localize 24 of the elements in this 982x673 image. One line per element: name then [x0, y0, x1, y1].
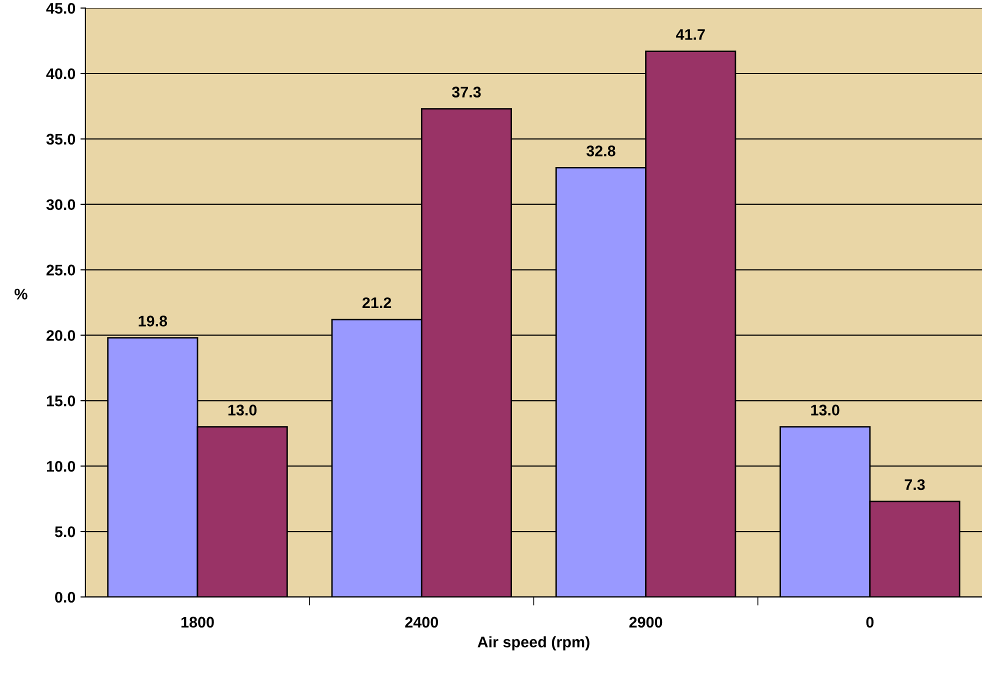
y-tick-label: 10.0 — [46, 460, 76, 472]
data-label: 13.0 — [811, 404, 840, 416]
data-label: 32.8 — [586, 146, 616, 156]
y-tick-label: 35.0 — [46, 134, 76, 145]
data-label: 13.0 — [228, 404, 257, 416]
y-tick-label: 20.0 — [46, 330, 76, 341]
y-tick-label: 30.0 — [46, 199, 76, 210]
data-label: 37.3 — [452, 86, 481, 98]
y-tick-label: 0.0 — [55, 592, 76, 603]
y-tick-label: 25.0 — [46, 264, 76, 276]
y-tick-label: 5.0 — [54, 526, 76, 538]
data-label: 41.7 — [676, 29, 705, 40]
y-tick-label: 40.0 — [46, 68, 76, 80]
data-label: 7.3 — [904, 479, 925, 490]
y-tick-label: 45.0 — [46, 2, 76, 14]
x-tick-label: 2900 — [629, 616, 662, 628]
x-tick-label: 1800 — [181, 616, 214, 628]
data-label: 19.8 — [138, 316, 168, 326]
x-axis-title: Air speed (rpm) — [478, 636, 590, 650]
y-axis-title: % — [14, 288, 28, 300]
y-tick-label: 15.0 — [46, 396, 76, 406]
data-label: 21.2 — [362, 297, 392, 308]
x-tick-label: 0 — [866, 616, 874, 628]
x-tick-label: 2400 — [405, 616, 438, 628]
